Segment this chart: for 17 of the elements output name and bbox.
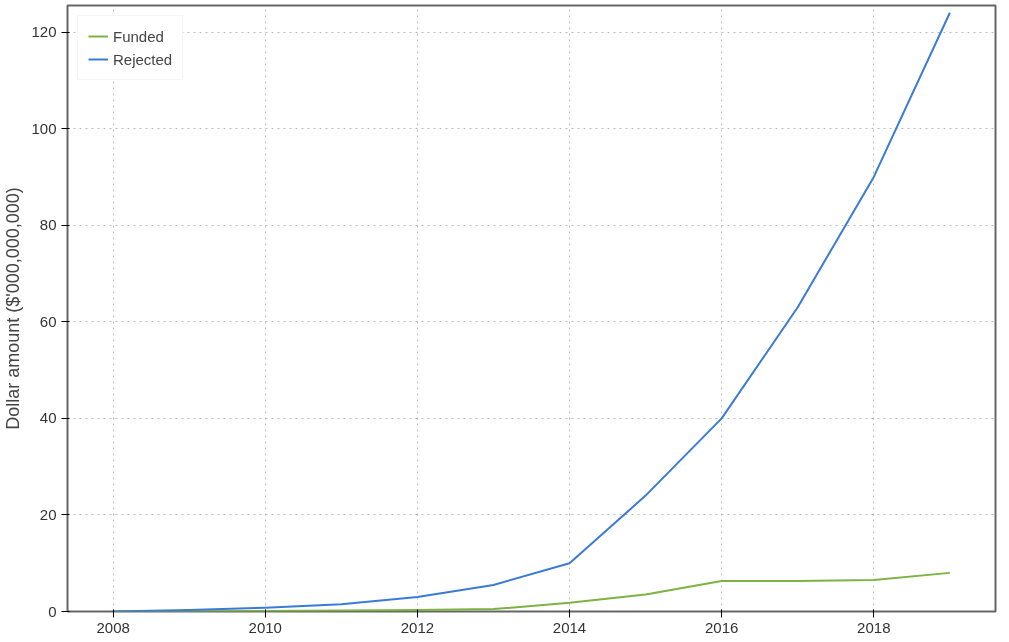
line-series	[112, 11, 951, 612]
x-tick-label: 2010	[248, 618, 282, 636]
x-tick-label: 2008	[96, 618, 130, 636]
y-tick-label: 60	[39, 312, 57, 330]
x-tick-label: 2016	[704, 618, 739, 636]
y-tick-label: 120	[31, 23, 57, 41]
x-tick-label: 2012	[400, 618, 435, 636]
y-axis-title: Dollar amount ($'000,000,000)	[3, 187, 24, 430]
x-tick-label: 2014	[552, 618, 587, 636]
y-tick-label: 20	[39, 505, 57, 523]
y-tick-label: 100	[31, 119, 57, 137]
legend-label: Funded	[113, 27, 164, 45]
y-tick-label: 80	[39, 216, 57, 234]
y-tick-label: 0	[48, 602, 57, 620]
y-tick-label: 40	[39, 409, 57, 427]
legend-label: Rejected	[113, 50, 173, 68]
x-tick-label: 2018	[857, 618, 891, 636]
